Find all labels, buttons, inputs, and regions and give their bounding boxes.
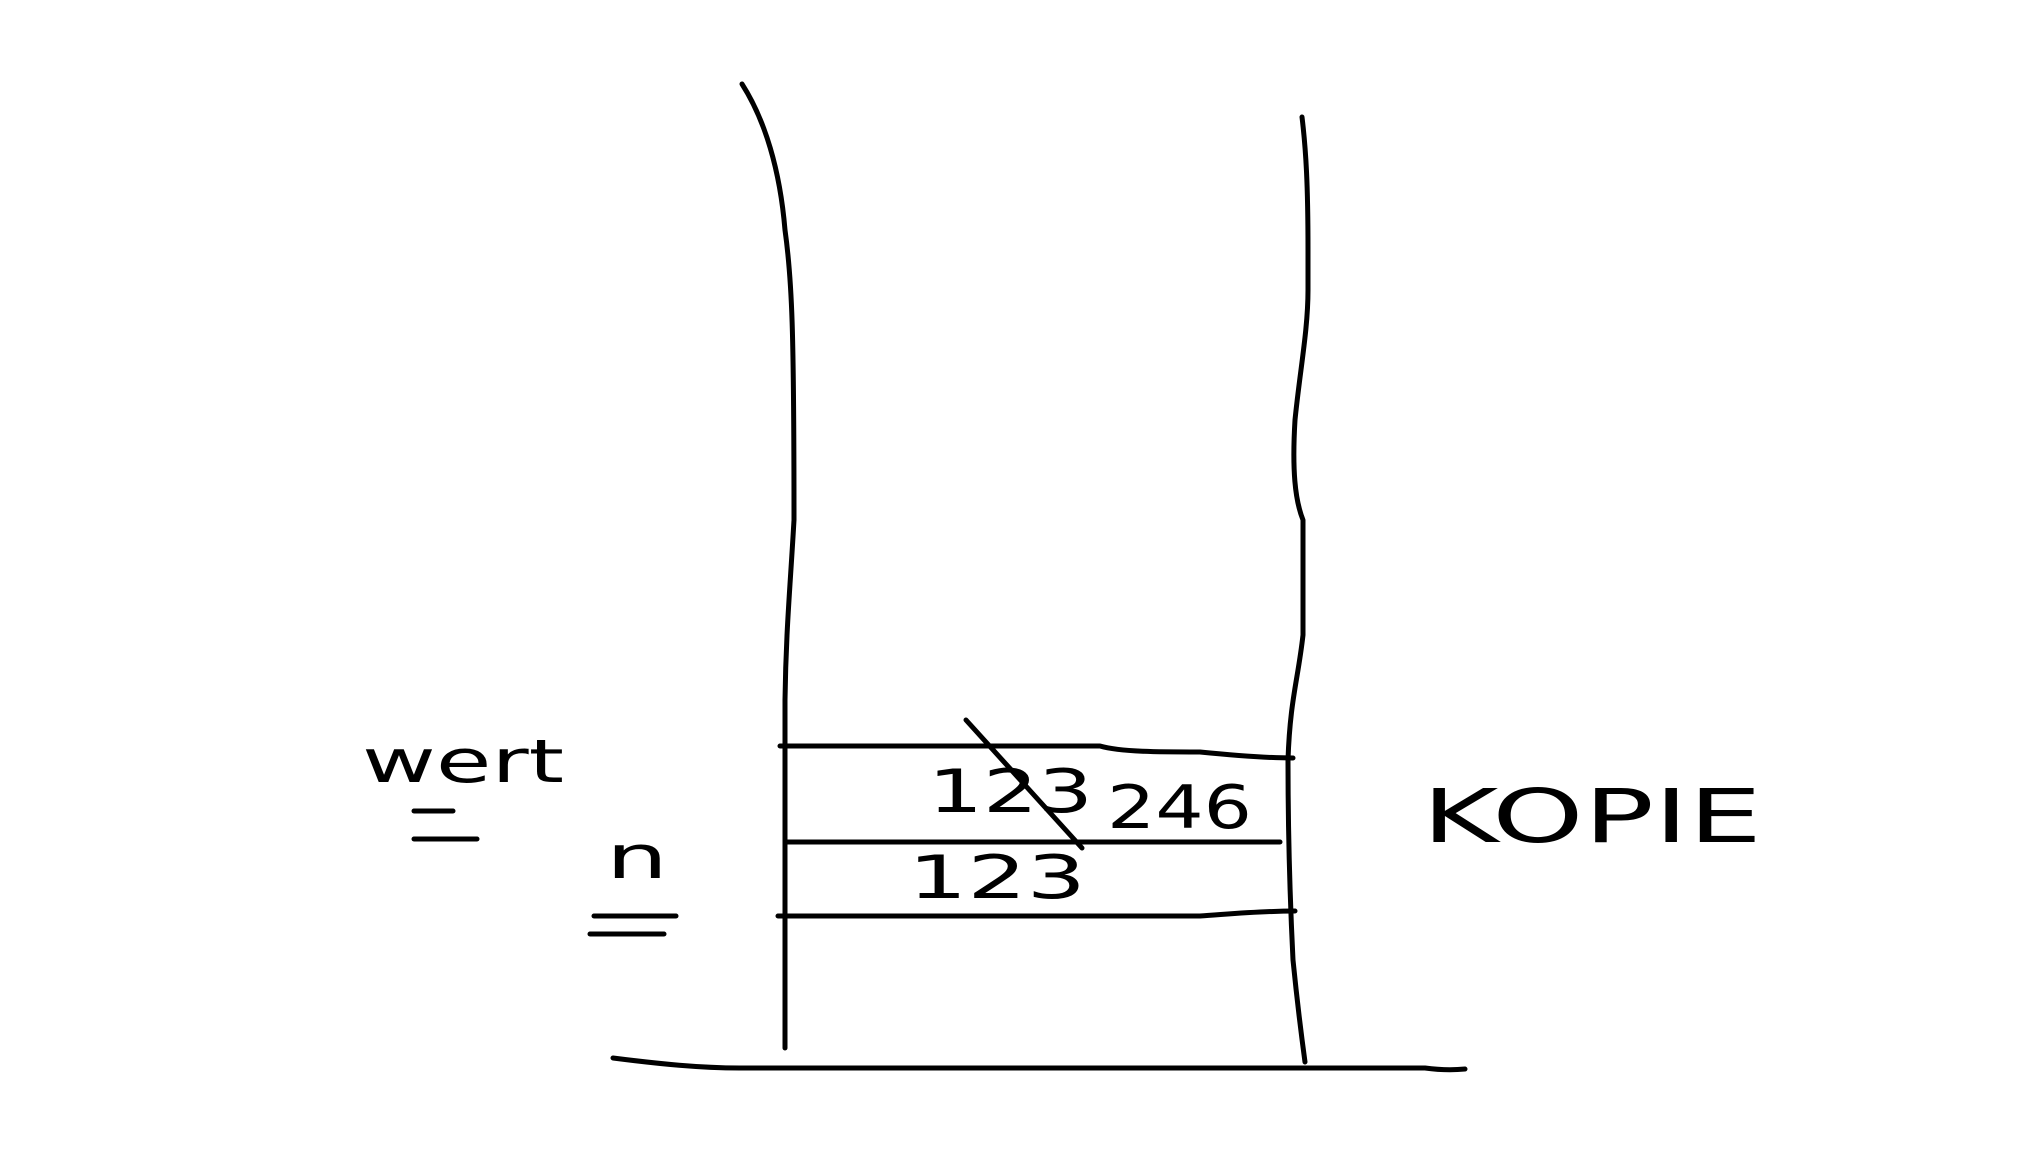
stack-left-wall: [739, 81, 797, 1051]
wert-new-value: 246: [1107, 773, 1252, 843]
stack-right-wall: [1285, 114, 1311, 1065]
strike-through-line: [963, 717, 1085, 851]
wert-variable-label: wert: [362, 727, 564, 797]
ground-line: [610, 1055, 1468, 1073]
kopie-annotation: KOPIE: [1422, 774, 1762, 860]
wert-cell-top-line: [777, 743, 1296, 761]
wert-old-value: 123: [928, 757, 1093, 827]
n-value: 123: [908, 843, 1086, 913]
n-cell-bottom-line: [775, 908, 1298, 919]
n-variable-label: n: [606, 823, 668, 893]
